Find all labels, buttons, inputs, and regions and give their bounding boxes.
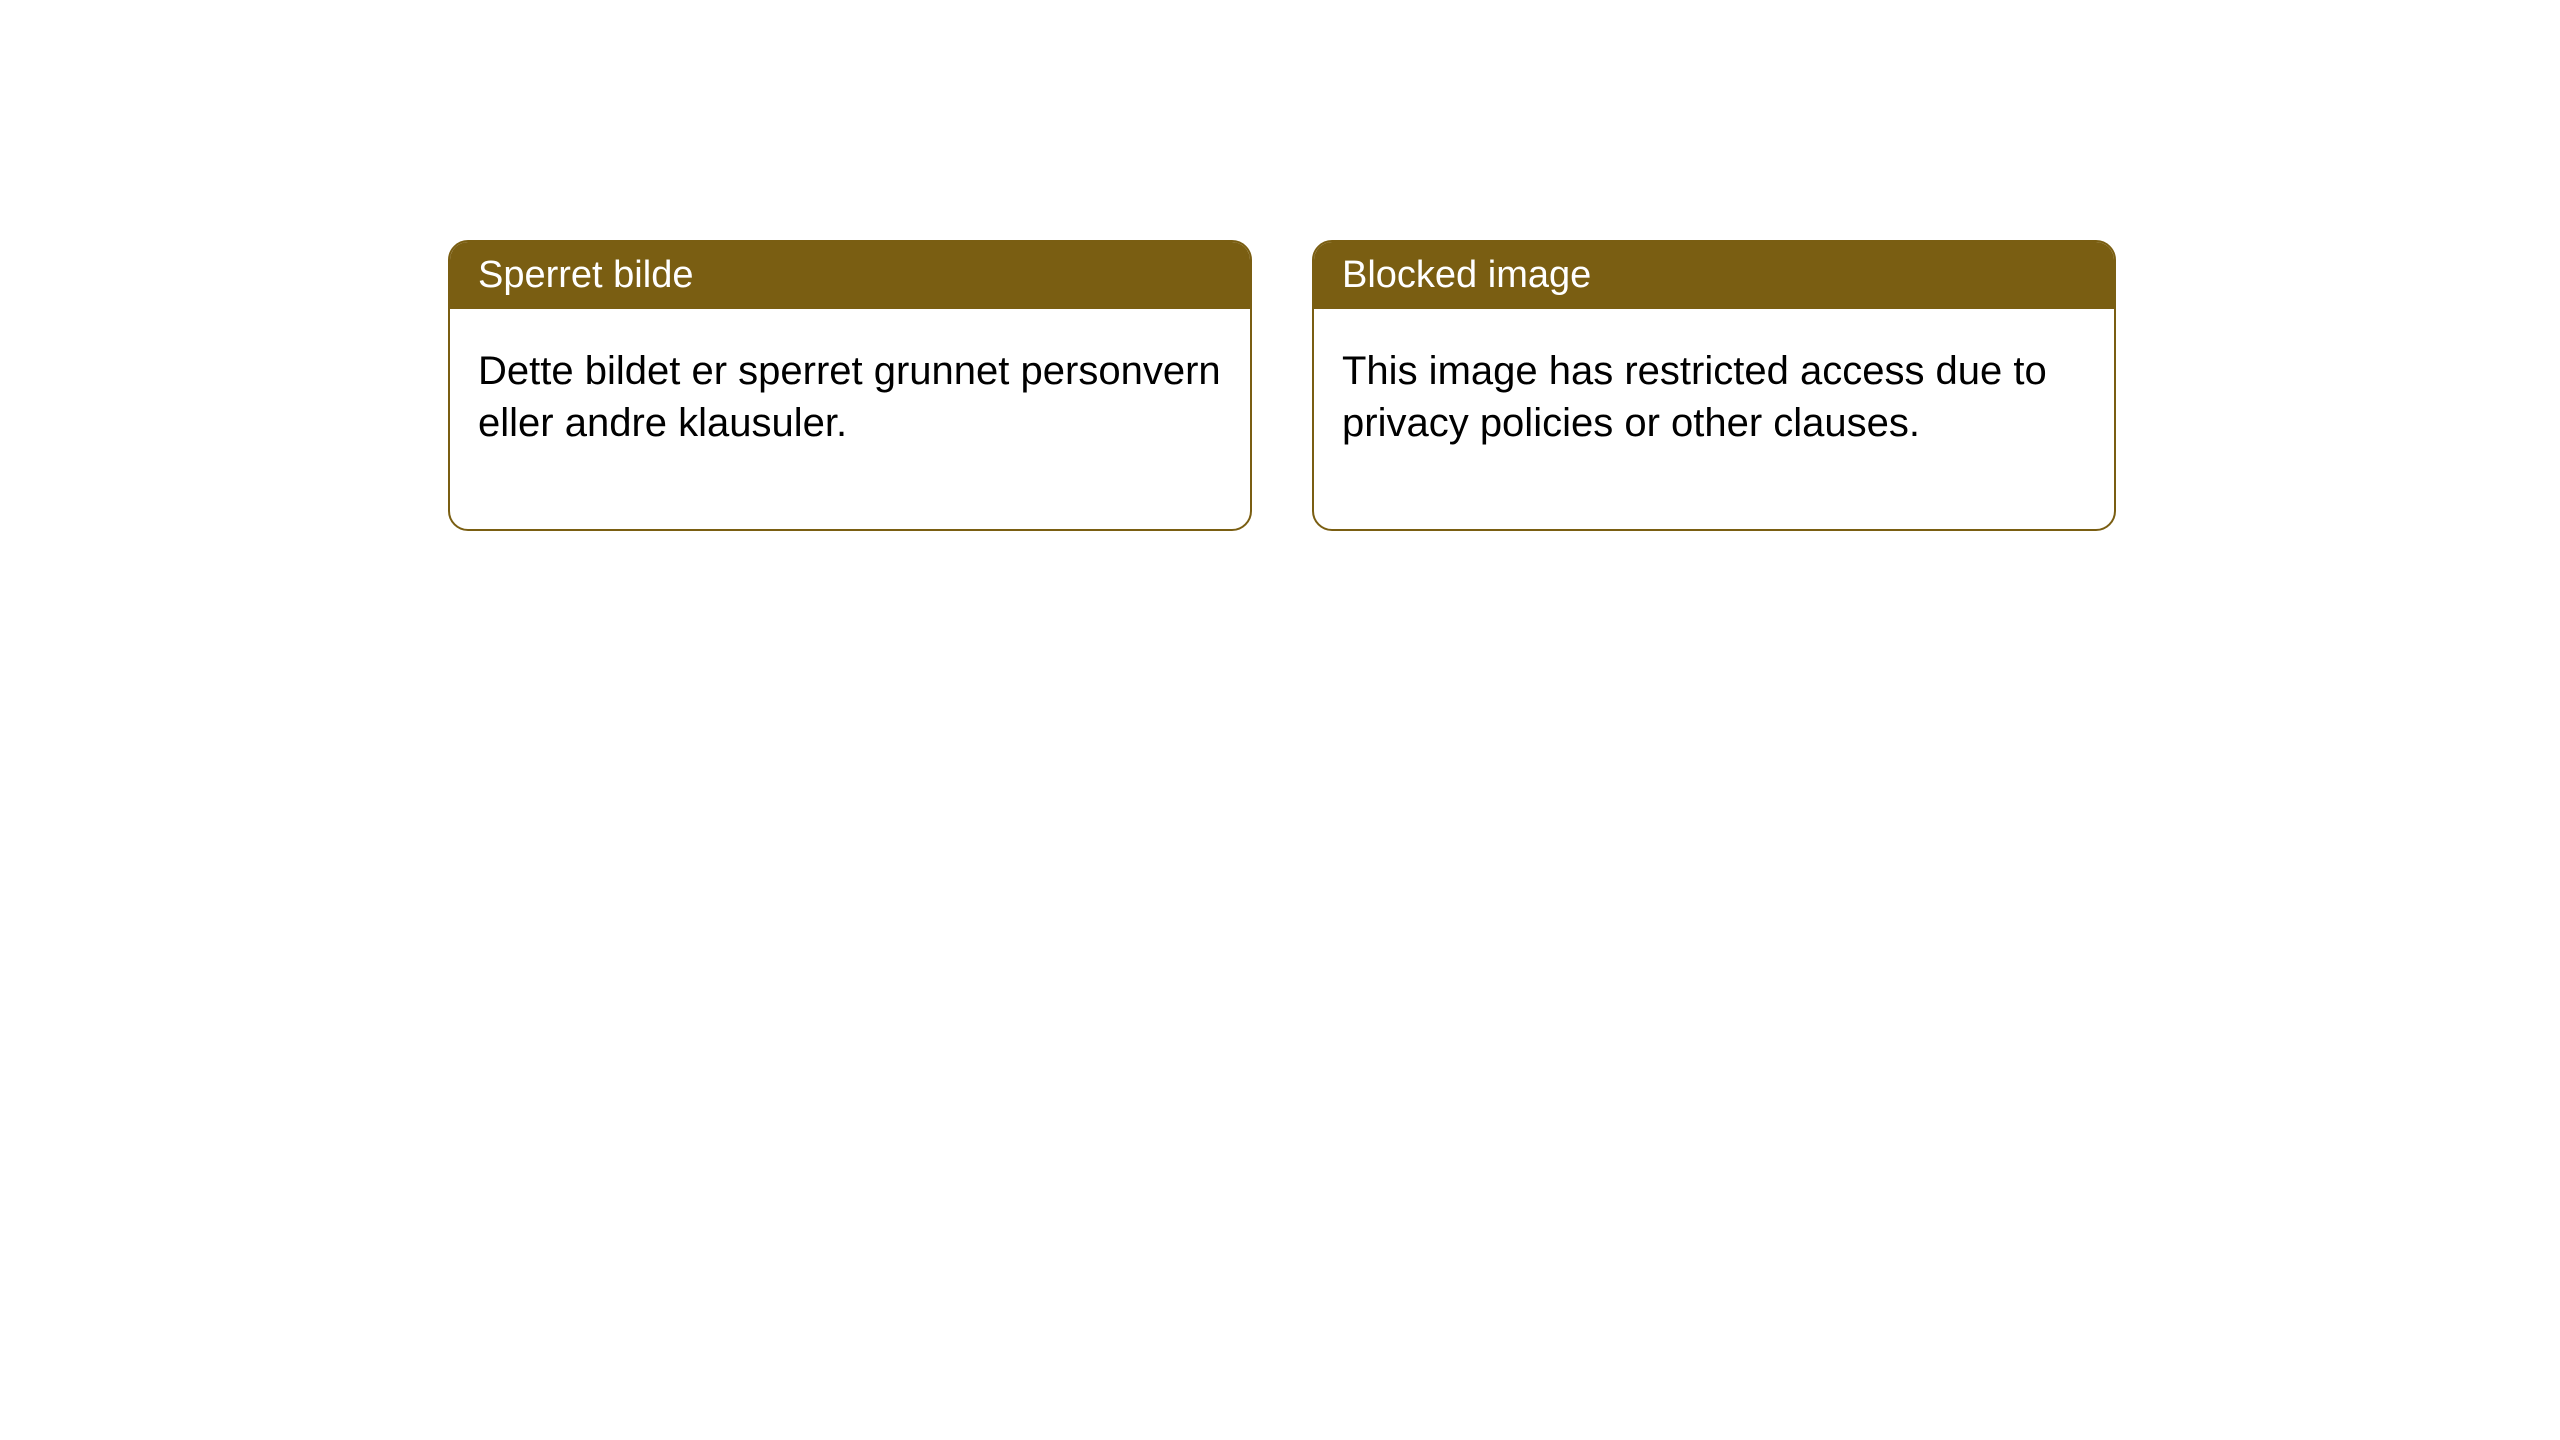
card-title: Sperret bilde xyxy=(478,254,693,296)
card-title: Blocked image xyxy=(1342,254,1591,296)
notice-card-norwegian: Sperret bilde Dette bildet er sperret gr… xyxy=(448,240,1252,531)
card-body: This image has restricted access due to … xyxy=(1314,309,2114,529)
card-header: Sperret bilde xyxy=(450,242,1250,309)
card-body-text: Dette bildet er sperret grunnet personve… xyxy=(478,349,1221,445)
notice-card-english: Blocked image This image has restricted … xyxy=(1312,240,2116,531)
card-header: Blocked image xyxy=(1314,242,2114,309)
card-body-text: This image has restricted access due to … xyxy=(1342,349,2047,445)
card-body: Dette bildet er sperret grunnet personve… xyxy=(450,309,1250,529)
notice-container: Sperret bilde Dette bildet er sperret gr… xyxy=(0,0,2560,531)
